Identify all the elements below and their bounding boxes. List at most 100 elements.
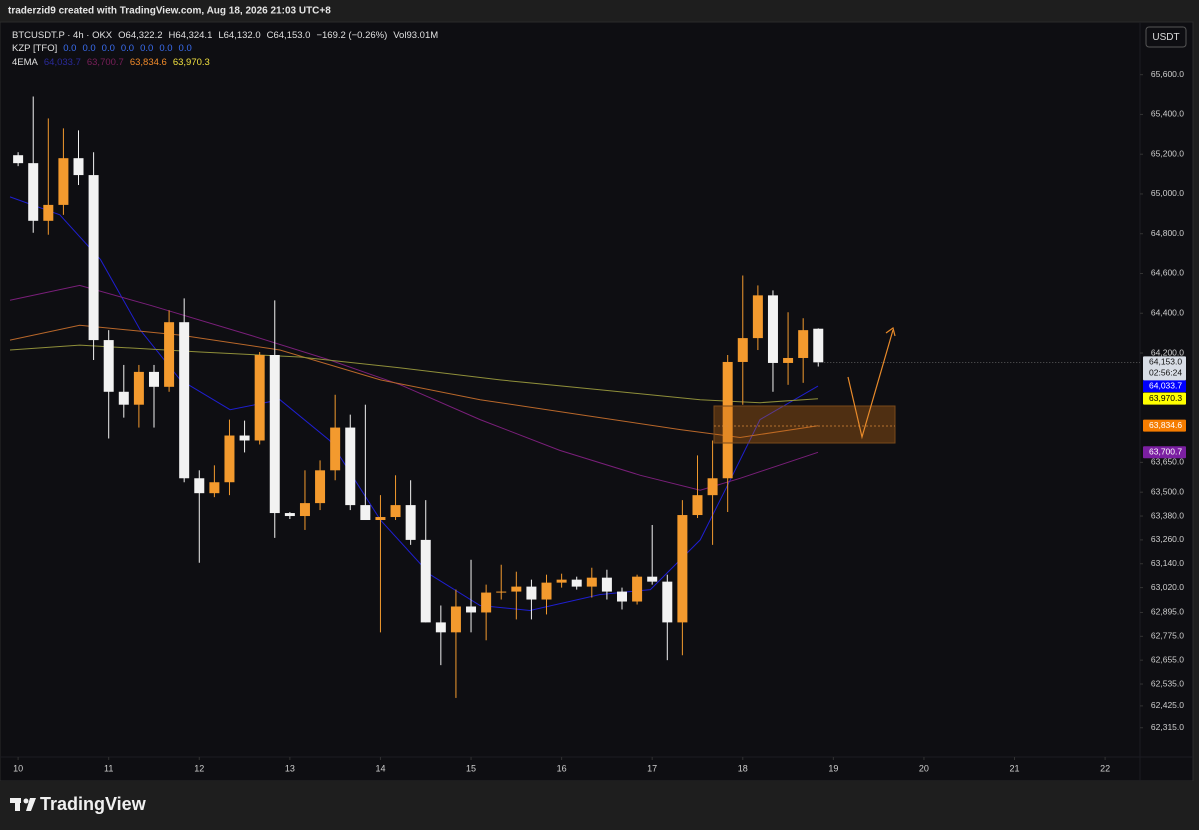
candle-body [345, 427, 356, 506]
candle-body [179, 322, 190, 479]
ema-price-tag-label: 63,700.7 [1149, 447, 1182, 457]
candle-body [541, 582, 552, 600]
y-tick-label: 62,535.0 [1151, 678, 1184, 688]
y-tick-label: 64,200.0 [1151, 347, 1184, 357]
ema-price-tag-label: 63,834.6 [1149, 420, 1182, 430]
y-tick-label: 64,800.0 [1151, 228, 1184, 238]
y-tick-label: 65,200.0 [1151, 148, 1184, 158]
logo-slant [26, 798, 36, 811]
legend-item: 0.0 [82, 43, 95, 54]
arrow-head [885, 326, 896, 337]
x-tick-label: 18 [738, 763, 748, 773]
logo-dot [23, 798, 29, 804]
legend-item: BTCUSDT.P · 4h · OKX [12, 30, 113, 41]
candle-body [148, 371, 159, 387]
candle-body [556, 579, 567, 583]
candle-body [752, 295, 763, 339]
candle-body [662, 581, 673, 623]
x-tick-label: 17 [647, 763, 657, 773]
y-tick-label: 62,315.0 [1151, 722, 1184, 732]
x-tick-label: 10 [13, 763, 23, 773]
legend-row: KZP [TFO] 0.0 0.0 0.0 0.0 0.0 0.0 0.0 [12, 43, 192, 54]
candle-body [88, 175, 99, 341]
y-tick-label: 63,140.0 [1151, 558, 1184, 568]
legend-item: C64,153.0 [267, 30, 311, 41]
legend-item: 0.0 [140, 43, 153, 54]
candle-body [330, 427, 341, 471]
zone-box [713, 405, 896, 444]
candle-body [481, 592, 492, 613]
legend-item: 0.0 [159, 43, 172, 54]
y-tick-label: 64,400.0 [1151, 308, 1184, 318]
legend-item: −169.2 (−0.26%) [316, 30, 387, 41]
ema-price-tag-label: 64,033.7 [1149, 380, 1182, 390]
ema-price-tag [1143, 446, 1186, 459]
candle-body [632, 576, 643, 602]
candle-body [284, 513, 295, 517]
legend-item: 63,970.3 [173, 57, 210, 68]
y-tick-label: 64,600.0 [1151, 268, 1184, 278]
candle-body [692, 495, 703, 516]
candle-body [118, 391, 129, 405]
countdown-label: 02:56:24 [1149, 368, 1182, 378]
x-tick-label: 22 [1100, 763, 1110, 773]
candle-body [269, 355, 280, 514]
currency-button[interactable] [1145, 26, 1187, 48]
ema-line [9, 324, 819, 439]
x-tick-label: 15 [466, 763, 476, 773]
candle-body [722, 361, 733, 479]
candle-body [43, 204, 54, 221]
ema-price-tag-label: 63,970.3 [1149, 393, 1182, 403]
top-bar-text: traderzid9 created with TradingView.com,… [8, 6, 331, 17]
candle-body [315, 470, 326, 504]
legend-item: 63,700.7 [87, 57, 124, 68]
legend-item: 0.0 [179, 43, 192, 54]
candle-body [707, 478, 718, 496]
price-tags: 64,033.7 63,700.7 63,834.6 63,970.3 64,153.0… [1143, 356, 1186, 459]
x-tick-label: 12 [194, 763, 204, 773]
currency-button-label[interactable]: USDT [1152, 32, 1179, 43]
legend-item: H64,324.1 [169, 30, 213, 41]
candle-body [224, 435, 235, 483]
y-tick-label: 62,895.0 [1151, 607, 1184, 617]
plot-area: 65,600.0 65,400.0 65,200.0 65,000.0 64,800.0… [9, 69, 1184, 773]
candle-body [133, 371, 144, 405]
candle-body [13, 155, 24, 164]
legend-item: 0.0 [121, 43, 134, 54]
footer-logo [10, 798, 36, 811]
candle-body [496, 591, 507, 593]
y-tick-label: 62,425.0 [1151, 700, 1184, 710]
candle-body [254, 355, 265, 441]
ema-price-tag [1143, 419, 1186, 432]
y-tick-label: 63,260.0 [1151, 534, 1184, 544]
legend-row: 4EMA 64,033.7 63,700.7 63,834.6 63,970.3 [12, 57, 210, 68]
x-tick-label: 19 [828, 763, 838, 773]
ema-line [9, 196, 819, 612]
x-tick-label: 21 [1010, 763, 1020, 773]
ema-price-tag [1143, 380, 1186, 393]
candle-body [813, 328, 824, 363]
legend-item: 64,033.7 [44, 57, 81, 68]
legend: BTCUSDT.P · 4h · OKX O64,322.2 H64,324.1 L6… [12, 30, 438, 68]
candle-body [586, 577, 597, 587]
candle-body [28, 163, 39, 221]
candle-body [466, 606, 477, 613]
x-tick-label: 14 [375, 763, 385, 773]
ema-line [9, 284, 819, 491]
last-price-label: 64,153.0 [1149, 357, 1182, 367]
legend-item: 4EMA [12, 57, 39, 68]
candle-body [360, 505, 371, 521]
legend-item: O64,322.2 [118, 30, 162, 41]
candle-body [617, 591, 628, 602]
y-tick-label: 63,020.0 [1151, 582, 1184, 592]
legend-item: Vol93.01M [393, 30, 438, 41]
candle-body [73, 158, 84, 176]
footer-brand: TradingView [40, 794, 147, 814]
candle-body [526, 586, 537, 600]
candle-body [420, 539, 431, 623]
legend-item: 0.0 [63, 43, 76, 54]
legend-row: BTCUSDT.P · 4h · OKX O64,322.2 H64,324.1 L6… [12, 30, 438, 41]
legend-item: KZP [TFO] [12, 43, 57, 54]
candle-body [511, 586, 522, 592]
